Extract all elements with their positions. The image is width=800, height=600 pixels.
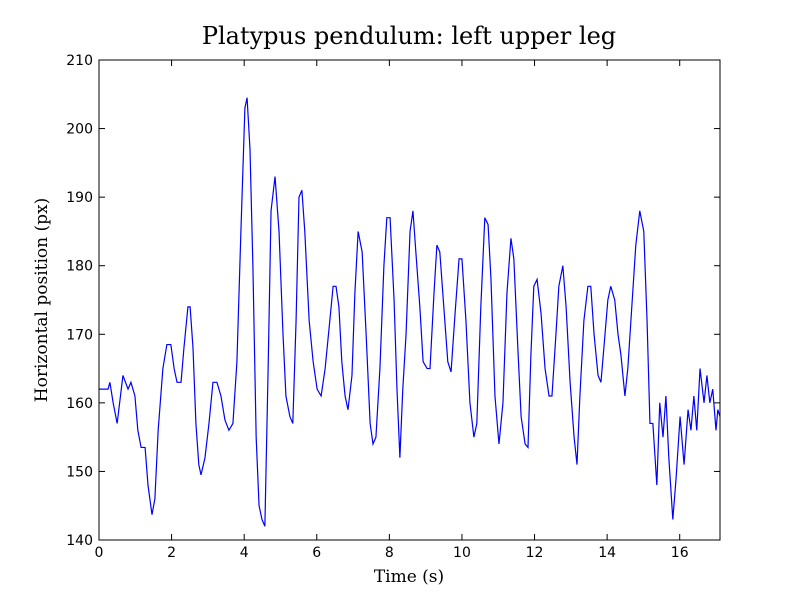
y-tick-label: 150 — [66, 464, 93, 480]
data-line — [99, 97, 721, 527]
y-tick-label: 170 — [66, 327, 93, 343]
x-tick-label: 12 — [526, 545, 544, 561]
chart-title: Platypus pendulum: left upper leg — [202, 22, 616, 50]
y-tick-label: 190 — [66, 190, 93, 206]
y-tick-label: 140 — [66, 533, 93, 549]
x-tick-label: 0 — [95, 545, 104, 561]
x-tick-label: 10 — [453, 545, 471, 561]
y-tick-label: 210 — [66, 53, 93, 69]
y-tick-label: 160 — [66, 396, 93, 412]
x-axis-label: Time (s) — [374, 567, 444, 587]
x-tick-label: 14 — [598, 545, 616, 561]
x-tick-label: 6 — [312, 545, 321, 561]
y-axis-label: Horizontal position (px) — [32, 198, 52, 402]
x-tick-label: 16 — [671, 545, 689, 561]
x-tick-label: 4 — [240, 545, 249, 561]
x-tick-label: 8 — [385, 545, 394, 561]
plot-frame — [98, 59, 721, 541]
y-tick-label: 180 — [66, 259, 93, 275]
x-tick-label: 2 — [167, 545, 176, 561]
y-tick-label: 200 — [66, 122, 93, 138]
